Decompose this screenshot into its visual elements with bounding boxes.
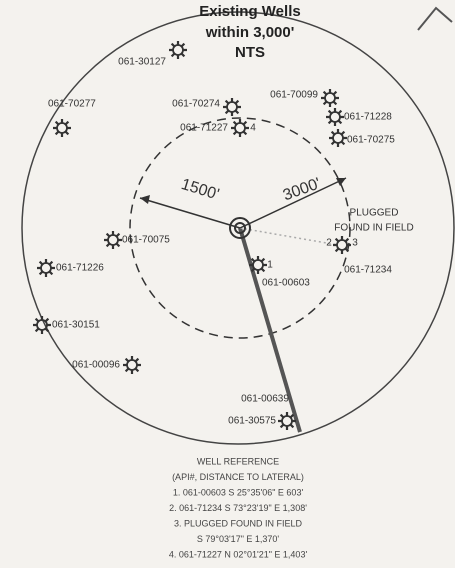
title: Existing Wells [199,3,300,20]
well-tag: 2 [326,238,332,249]
outer-circle [21,11,455,445]
well-icon [281,415,293,427]
well-icon [56,122,68,134]
well-icon-rays [326,108,344,126]
well-icon [329,111,341,123]
well-icon-rays [329,129,347,147]
reference-line: WELL REFERENCE [197,456,279,466]
reference-line: (API#, DISTANCE TO LATERAL) [172,472,304,482]
reference-line: 2. 061-71234 S 73°23'19" E 1,308' [169,503,307,513]
reference-line: 3. PLUGGED FOUND IN FIELD [174,518,303,528]
plugged-note: FOUND IN FIELD [334,223,413,234]
well-icon-rays [278,412,296,430]
well-icon-rays [169,41,187,59]
well-icon [40,262,52,274]
plugged-note: PLUGGED [350,208,399,219]
well-icon [252,259,264,271]
well-icon-rays [104,231,122,249]
well-label: 061-30151 [52,320,100,331]
target-ring [234,222,246,234]
dotted-line [239,227,339,246]
well-label: 061-70275 [347,135,395,146]
well-label: 061-71228 [344,112,392,123]
well-icon-rays [37,259,55,277]
radius-label: 1500' [179,176,221,204]
title: NTS [235,44,265,61]
well-icon [234,122,246,134]
well-icon-rays [53,119,71,137]
well-icon-rays [231,119,249,137]
well-icon [336,239,348,251]
well-label: 061-70075 [122,235,170,246]
well-icon-rays [223,98,241,116]
well-label: 061-70099 [270,90,318,101]
reference-line: 4. 061-71227 N 02°01'21" E 1,403' [169,549,308,559]
title: within 3,000' [205,24,295,41]
reference-line: S 79°03'17" E 1,370' [197,534,280,544]
well-icon [36,319,48,331]
inner-circle [129,117,351,339]
arrowhead [336,178,346,186]
reference-line: 1. 061-00603 S 25°35'06" E 603' [173,487,304,497]
well-icon [332,132,344,144]
north-arrow [417,6,453,31]
well-icon-rays [321,89,339,107]
well-label: 061-71227 [180,123,228,134]
well-label: 061-71234 [344,265,392,276]
well-icon-rays [249,256,267,274]
radius-label: 3000' [281,175,323,204]
well-icon [226,101,238,113]
well-tag: 1 [267,260,273,271]
well-icon-rays [33,316,51,334]
well-icon [107,234,119,246]
well-label: 061-70277 [48,99,96,110]
target-ring [229,217,251,239]
well-icon [324,92,336,104]
well-icon [126,359,138,371]
well-icon-rays [333,236,351,254]
lateral [238,227,302,433]
well-label: 061-30575 [228,416,276,427]
well-label: 061-00639 [241,394,289,405]
well-label: 061-71226 [56,263,104,274]
radius-3000 [239,177,347,229]
well-tag: 3 [352,238,358,249]
well-tag: 4 [250,123,256,134]
arrowhead [140,195,150,204]
well-icon [172,44,184,56]
well-label: 061-00603 [262,278,310,289]
well-icon-rays [123,356,141,374]
radius-1500 [139,197,241,229]
well-label: 061-00096 [72,360,120,371]
well-label: 061-30127 [118,57,166,68]
well-label: 061-70274 [172,99,220,110]
